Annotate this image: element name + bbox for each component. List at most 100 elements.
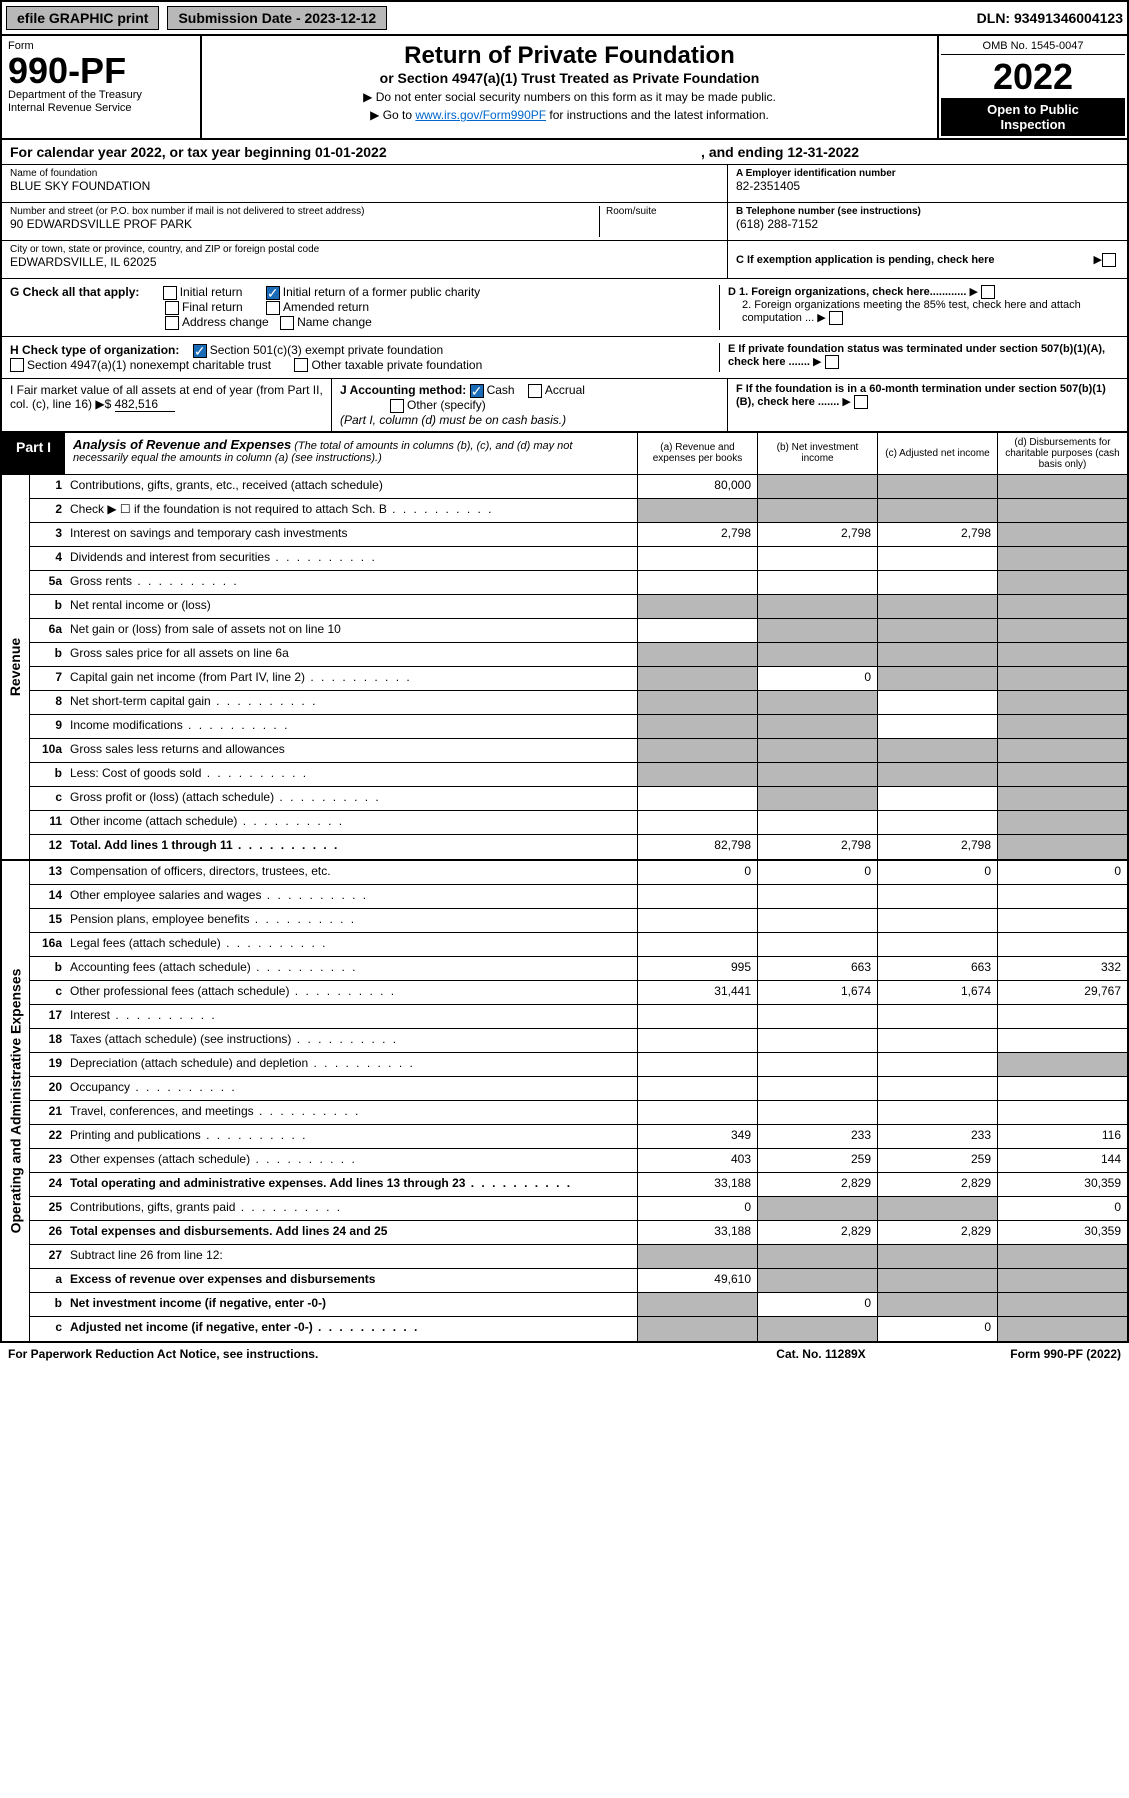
row-number: 25 [30, 1197, 66, 1220]
revenue-vtab: Revenue [2, 475, 30, 859]
cell-c: 2,829 [877, 1173, 997, 1196]
f-label: F If the foundation is in a 60-month ter… [736, 383, 1106, 408]
expenses-table: Operating and Administrative Expenses 13… [0, 861, 1129, 1343]
cell-a: 995 [637, 957, 757, 980]
cell-b [757, 715, 877, 738]
table-row: 26Total expenses and disbursements. Add … [30, 1221, 1127, 1245]
cell-d [997, 1053, 1127, 1076]
row-desc: Less: Cost of goods sold [66, 763, 637, 786]
omb-number: OMB No. 1545-0047 [941, 38, 1125, 55]
cell-b [757, 619, 877, 642]
cell-d: 116 [997, 1125, 1127, 1148]
cb-address-change[interactable] [165, 316, 179, 330]
e-label: E If private foundation status was termi… [728, 343, 1105, 368]
cell-d [997, 1293, 1127, 1316]
c-label: C If exemption application is pending, c… [736, 254, 1094, 266]
cell-d [997, 885, 1127, 908]
table-row: 4Dividends and interest from securities [30, 547, 1127, 571]
cell-c [877, 1269, 997, 1292]
section-ijf: I Fair market value of all assets at end… [0, 379, 1129, 433]
cb-501c3[interactable] [193, 344, 207, 358]
cell-d [997, 1005, 1127, 1028]
cb-amended[interactable] [266, 301, 280, 315]
cell-c [877, 1077, 997, 1100]
table-row: 21Travel, conferences, and meetings [30, 1101, 1127, 1125]
row-desc: Subtract line 26 from line 12: [66, 1245, 637, 1268]
table-row: 1Contributions, gifts, grants, etc., rec… [30, 475, 1127, 499]
cell-d [997, 547, 1127, 570]
cb-name-change[interactable] [280, 316, 294, 330]
form990pf-link[interactable]: www.irs.gov/Form990PF [415, 108, 546, 122]
row-number: 19 [30, 1053, 66, 1076]
table-row: 15Pension plans, employee benefits [30, 909, 1127, 933]
cb-other-taxable[interactable] [294, 358, 308, 372]
cb-final-return[interactable] [165, 301, 179, 315]
cell-b [757, 1197, 877, 1220]
table-row: 6aNet gain or (loss) from sale of assets… [30, 619, 1127, 643]
cell-b: 2,829 [757, 1173, 877, 1196]
address: 90 EDWARDSVILLE PROF PARK [10, 217, 599, 231]
cb-f[interactable] [854, 395, 868, 409]
col-a-header: (a) Revenue and expenses per books [637, 433, 757, 474]
cell-b: 0 [757, 1293, 877, 1316]
row-number: b [30, 957, 66, 980]
c-checkbox[interactable] [1102, 253, 1116, 267]
cell-d [997, 595, 1127, 618]
cb-4947[interactable] [10, 358, 24, 372]
table-row: aExcess of revenue over expenses and dis… [30, 1269, 1127, 1293]
cb-accrual[interactable] [528, 384, 542, 398]
cell-b: 663 [757, 957, 877, 980]
cell-c [877, 667, 997, 690]
cell-c [877, 1029, 997, 1052]
form-subtitle: or Section 4947(a)(1) Trust Treated as P… [208, 70, 931, 86]
foundation-name: BLUE SKY FOUNDATION [10, 179, 719, 193]
row-desc: Gross profit or (loss) (attach schedule) [66, 787, 637, 810]
cell-b: 1,674 [757, 981, 877, 1004]
cell-a [637, 715, 757, 738]
cell-c: 663 [877, 957, 997, 980]
cell-a [637, 1005, 757, 1028]
cell-a: 82,798 [637, 835, 757, 859]
table-row: bNet rental income or (loss) [30, 595, 1127, 619]
row-desc: Excess of revenue over expenses and disb… [66, 1269, 637, 1292]
row-number: b [30, 595, 66, 618]
cb-initial-return[interactable] [163, 286, 177, 300]
row-desc: Net gain or (loss) from sale of assets n… [66, 619, 637, 642]
cell-a: 349 [637, 1125, 757, 1148]
section-g: G Check all that apply: Initial return I… [0, 279, 1129, 336]
submission-date-button[interactable]: Submission Date - 2023-12-12 [167, 6, 387, 30]
cell-d: 332 [997, 957, 1127, 980]
cb-cash[interactable] [470, 384, 484, 398]
cb-initial-former[interactable] [266, 286, 280, 300]
cell-b: 2,798 [757, 835, 877, 859]
row-desc: Total. Add lines 1 through 11 [66, 835, 637, 859]
row-desc: Printing and publications [66, 1125, 637, 1148]
cell-d [997, 1269, 1127, 1292]
cb-d1[interactable] [981, 285, 995, 299]
cb-other-method[interactable] [390, 399, 404, 413]
cell-c [877, 1005, 997, 1028]
revenue-table: Revenue 1Contributions, gifts, grants, e… [0, 475, 1129, 861]
row-number: 7 [30, 667, 66, 690]
table-row: 12Total. Add lines 1 through 1182,7982,7… [30, 835, 1127, 859]
cb-d2[interactable] [829, 311, 843, 325]
row-desc: Total expenses and disbursements. Add li… [66, 1221, 637, 1244]
cell-b [757, 595, 877, 618]
cell-a [637, 933, 757, 956]
cell-a [637, 619, 757, 642]
cell-c [877, 499, 997, 522]
row-number: c [30, 981, 66, 1004]
cell-c: 0 [877, 861, 997, 884]
cb-e[interactable] [825, 355, 839, 369]
cell-d [997, 643, 1127, 666]
row-desc: Accounting fees (attach schedule) [66, 957, 637, 980]
efile-print-button[interactable]: efile GRAPHIC print [6, 6, 159, 30]
cell-c [877, 475, 997, 498]
city-label: City or town, state or province, country… [10, 244, 719, 255]
cell-a [637, 787, 757, 810]
col-b-header: (b) Net investment income [757, 433, 877, 474]
cell-b: 233 [757, 1125, 877, 1148]
table-row: bNet investment income (if negative, ent… [30, 1293, 1127, 1317]
cell-a [637, 1077, 757, 1100]
cell-d [997, 1029, 1127, 1052]
